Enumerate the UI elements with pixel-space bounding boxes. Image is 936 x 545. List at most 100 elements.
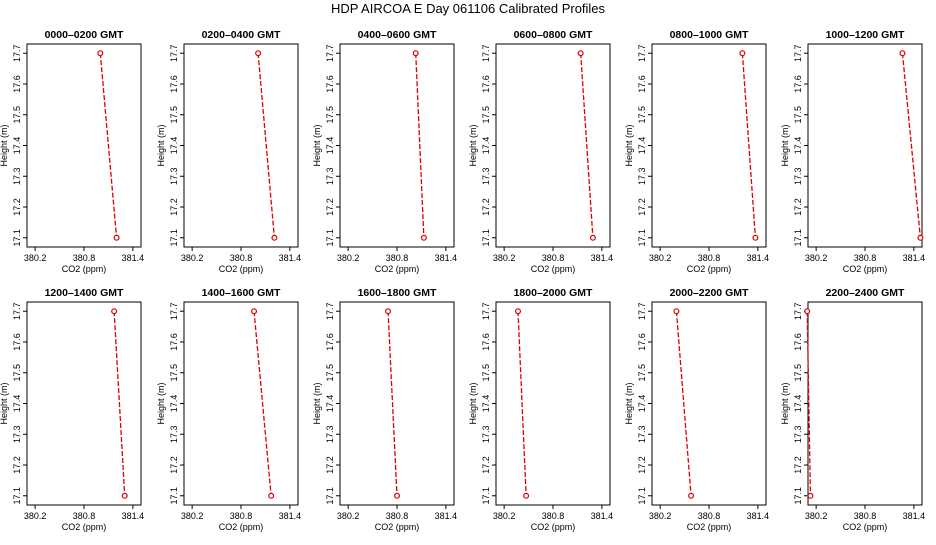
panel-10-data-point	[523, 492, 530, 499]
panel-8-frame	[183, 301, 299, 506]
panel-5-y-tick-label: 17.2	[637, 198, 647, 216]
panel-2-y-tick-label: 17.3	[169, 167, 179, 185]
panel-7-y-tick-label: 17.7	[12, 302, 22, 320]
panel-3-x-axis-label: CO2 (ppm)	[375, 264, 420, 274]
panel-3-y-tick-label: 17.3	[325, 167, 335, 185]
panel-5-y-tick-label: 17.6	[637, 75, 647, 93]
panel-9-y-tick-label: 17.7	[325, 302, 335, 320]
panel-9-y-axis-label: Height (m)	[312, 382, 322, 424]
panel-12-series-line	[806, 311, 812, 496]
panel-2-y-axis-label: Height (m)	[156, 124, 166, 166]
panel-8-y-tick-label: 17.5	[169, 364, 179, 382]
panel-12-data-point	[807, 492, 814, 499]
panel-1-y-tick-label: 17.1	[12, 229, 22, 247]
panel-11-y-tick-label: 17.6	[637, 333, 647, 351]
panel-7-title: 1200–1400 GMT	[45, 287, 124, 299]
panel-10-x-tick-label: 381.4	[591, 511, 614, 521]
panel-4-y-tick-label: 17.2	[481, 198, 491, 216]
panel-11-y-tick-label: 17.4	[637, 395, 647, 413]
panel-9-x-tick-label: 380.8	[386, 511, 409, 521]
panel-7-y-tick-label: 17.3	[12, 425, 22, 443]
panel-11-y-axis-label: Height (m)	[624, 382, 634, 424]
panel-11-frame	[651, 301, 767, 506]
panel-6-x-tick-label: 380.2	[805, 253, 828, 263]
panel-2-y-tick-label: 17.2	[169, 198, 179, 216]
panel-7-y-tick-label: 17.5	[12, 364, 22, 382]
panel-11-y-tick-label: 17.1	[637, 487, 647, 505]
panel-7-series-line	[113, 311, 126, 496]
panel-3-x-tick-label: 381.4	[435, 253, 458, 263]
panel-12-y-tick-label: 17.4	[793, 395, 803, 413]
panel-12-y-tick-label: 17.5	[793, 364, 803, 382]
panel-7-x-tick-label: 380.2	[24, 511, 47, 521]
panel-1-y-tick-label: 17.6	[12, 75, 22, 93]
panel-4-x-tick-label: 380.8	[542, 253, 565, 263]
panel-6-title: 1000–1200 GMT	[826, 29, 905, 41]
panel-7-y-tick-label: 17.1	[12, 487, 22, 505]
panel-6-y-tick-label: 17.2	[793, 198, 803, 216]
panel-7-y-tick-label: 17.6	[12, 333, 22, 351]
panel-7-x-tick-label: 381.4	[122, 511, 145, 521]
panel-10-frame	[495, 301, 611, 506]
panel-11-x-axis-label: CO2 (ppm)	[687, 522, 732, 532]
panel-11-y-tick-label: 17.5	[637, 364, 647, 382]
panel-3-y-tick-label: 17.4	[325, 137, 335, 155]
panel-11-x-tick-label: 380.8	[698, 511, 721, 521]
panel-9-series-line	[387, 311, 398, 496]
panel-2-title: 0200–0400 GMT	[202, 29, 281, 41]
panel-4-y-tick-label: 17.1	[481, 229, 491, 247]
panel-12-title: 2200–2400 GMT	[826, 287, 905, 299]
panel-9-data-point	[385, 308, 392, 315]
panel-3-x-tick-label: 380.2	[337, 253, 360, 263]
panel-1-title: 0000–0200 GMT	[45, 29, 124, 41]
panel-6-y-tick-label: 17.3	[793, 167, 803, 185]
panel-10-y-tick-label: 17.2	[481, 456, 491, 474]
panel-8-y-tick-label: 17.3	[169, 425, 179, 443]
panel-3-data-point	[420, 234, 427, 241]
panel-5-y-tick-label: 17.3	[637, 167, 647, 185]
panel-8-y-tick-label: 17.6	[169, 333, 179, 351]
panel-4-frame	[495, 43, 611, 248]
panel-7-data-point	[121, 492, 128, 499]
panel-1-y-axis-label: Height (m)	[0, 124, 9, 166]
panel-1-y-tick-label: 17.7	[12, 44, 22, 62]
panel-5-x-tick-label: 381.4	[747, 253, 770, 263]
panel-9-y-tick-label: 17.1	[325, 487, 335, 505]
panel-11-y-tick-label: 17.7	[637, 302, 647, 320]
panel-12-x-axis-label: CO2 (ppm)	[843, 522, 888, 532]
panel-2-data-point	[271, 234, 278, 241]
panel-8-x-axis-label: CO2 (ppm)	[219, 522, 264, 532]
panel-8-x-tick-label: 380.8	[230, 511, 253, 521]
panel-10-y-tick-label: 17.6	[481, 333, 491, 351]
panel-2-frame	[183, 43, 299, 248]
panel-11-x-tick-label: 381.4	[747, 511, 770, 521]
panel-1-frame	[26, 43, 142, 248]
panel-5-y-tick-label: 17.7	[637, 44, 647, 62]
panel-12-x-tick-label: 381.4	[903, 511, 926, 521]
panel-1-data-point	[113, 234, 120, 241]
panel-3-y-tick-label: 17.1	[325, 229, 335, 247]
panel-12-y-tick-label: 17.7	[793, 302, 803, 320]
panel-10-data-point	[514, 308, 521, 315]
panel-10-x-axis-label: CO2 (ppm)	[531, 522, 576, 532]
panel-8-y-tick-label: 17.4	[169, 395, 179, 413]
panel-3-x-tick-label: 380.8	[386, 253, 409, 263]
panel-12-y-tick-label: 17.1	[793, 487, 803, 505]
panel-6-y-tick-label: 17.7	[793, 44, 803, 62]
panel-9-x-tick-label: 381.4	[435, 511, 458, 521]
panel-9-x-tick-label: 380.2	[337, 511, 360, 521]
panel-9-y-tick-label: 17.6	[325, 333, 335, 351]
panel-6-y-tick-label: 17.5	[793, 106, 803, 124]
panel-4-y-tick-label: 17.6	[481, 75, 491, 93]
panel-11-series-line	[675, 311, 692, 496]
panel-11-y-tick-label: 17.2	[637, 456, 647, 474]
panel-2-y-tick-label: 17.7	[169, 44, 179, 62]
panel-2-y-tick-label: 17.4	[169, 137, 179, 155]
panel-10-y-tick-label: 17.5	[481, 364, 491, 382]
panel-8-x-tick-label: 381.4	[279, 511, 302, 521]
panel-11-y-tick-label: 17.3	[637, 425, 647, 443]
panel-5-y-tick-label: 17.5	[637, 106, 647, 124]
panel-3-y-tick-label: 17.2	[325, 198, 335, 216]
panel-4-title: 0600–0800 GMT	[514, 29, 593, 41]
